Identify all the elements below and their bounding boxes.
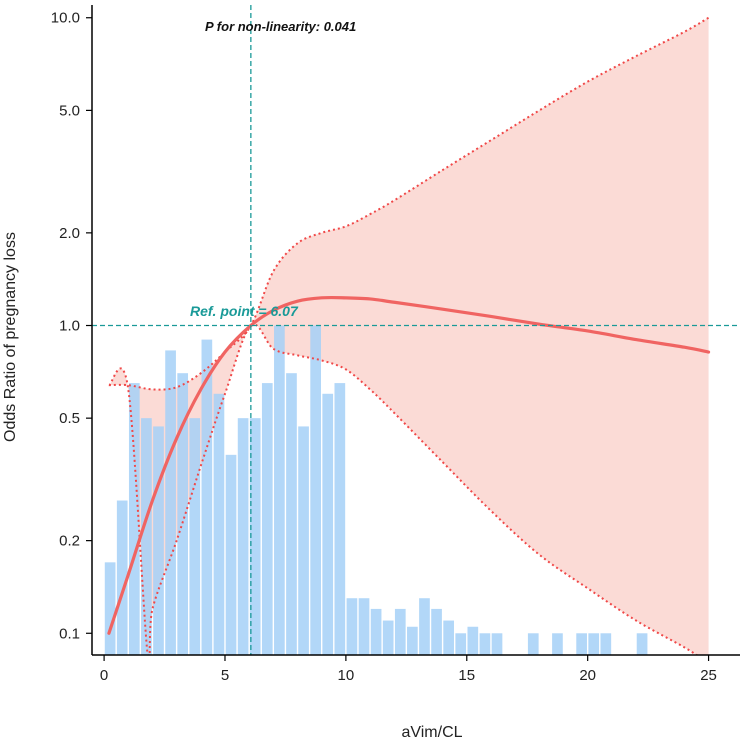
histogram-bar	[201, 339, 213, 655]
histogram-bar	[467, 626, 479, 655]
histogram-bar	[189, 418, 201, 655]
histogram-bar	[552, 633, 563, 655]
histogram-bar	[346, 598, 358, 655]
histogram-bar	[286, 373, 297, 655]
histogram-bar	[298, 426, 309, 655]
histogram-bar	[479, 633, 491, 655]
histogram-bar	[358, 598, 370, 655]
spline-group	[107, 16, 711, 655]
histogram-bar	[407, 626, 418, 655]
histogram-bar	[225, 454, 237, 655]
histogram-bar	[600, 633, 612, 655]
histogram-bar	[237, 418, 249, 655]
histogram-bar	[153, 426, 164, 655]
y-axis-label: Odds Ratio of pregnancy loss	[2, 232, 19, 442]
x-tick-label: 0	[100, 667, 108, 684]
histogram-bar	[165, 350, 176, 655]
histogram-bar	[128, 383, 140, 655]
histogram-bar	[431, 608, 442, 655]
histogram-bar	[576, 633, 587, 655]
x-tick-label: 25	[700, 667, 717, 684]
y-tick-label: 10.0	[51, 10, 80, 27]
or-curve	[107, 295, 711, 635]
y-tick-label: 0.1	[59, 625, 80, 642]
histogram-bar	[116, 500, 128, 655]
y-tick-label: 5.0	[59, 102, 80, 119]
histogram-bar	[419, 598, 430, 655]
histogram-bar	[274, 325, 285, 655]
x-tick-label: 5	[221, 667, 229, 684]
histogram-group	[104, 325, 648, 655]
y-tick-label: 0.2	[59, 533, 80, 550]
x-tick-label: 20	[579, 667, 596, 684]
histogram-bar	[527, 633, 539, 655]
ci-band	[108, 17, 709, 655]
upper-ci-line	[108, 16, 710, 391]
axes-group: 0 5 10 15 20 25 0.1 0.2 0.5 1.0 2.0 5.0 10.0	[51, 5, 740, 684]
histogram-bar	[455, 633, 467, 655]
histogram-bar	[213, 393, 225, 655]
x-axis-label: aVim/CL	[401, 724, 462, 741]
reference-group	[92, 5, 740, 655]
histogram-bar	[249, 418, 261, 655]
x-tick-label: 10	[338, 667, 355, 684]
x-tick-label: 15	[458, 667, 475, 684]
y-tick-label: 2.0	[59, 225, 80, 242]
histogram-bar	[636, 633, 648, 655]
histogram-bar	[394, 608, 406, 655]
histogram-bar	[443, 620, 454, 655]
histogram-bar	[104, 562, 116, 655]
histogram-bar	[177, 373, 189, 655]
reference-label: Ref. point = 6.07	[190, 303, 299, 319]
histogram-bar	[334, 383, 346, 655]
histogram-bar	[322, 393, 334, 655]
y-tick-label: 1.0	[59, 318, 80, 335]
histogram-bar	[588, 633, 600, 655]
non-linearity-annotation: P for non-linearity: 0.041	[205, 19, 356, 34]
histogram-bar	[491, 633, 503, 655]
histogram-bar	[310, 325, 321, 655]
histogram-bar	[382, 620, 394, 655]
histogram-bar	[370, 608, 382, 655]
histogram-bar	[141, 418, 152, 655]
y-tick-label: 0.5	[59, 410, 80, 427]
confidence-band-group	[108, 17, 709, 655]
histogram-bar	[261, 383, 273, 655]
